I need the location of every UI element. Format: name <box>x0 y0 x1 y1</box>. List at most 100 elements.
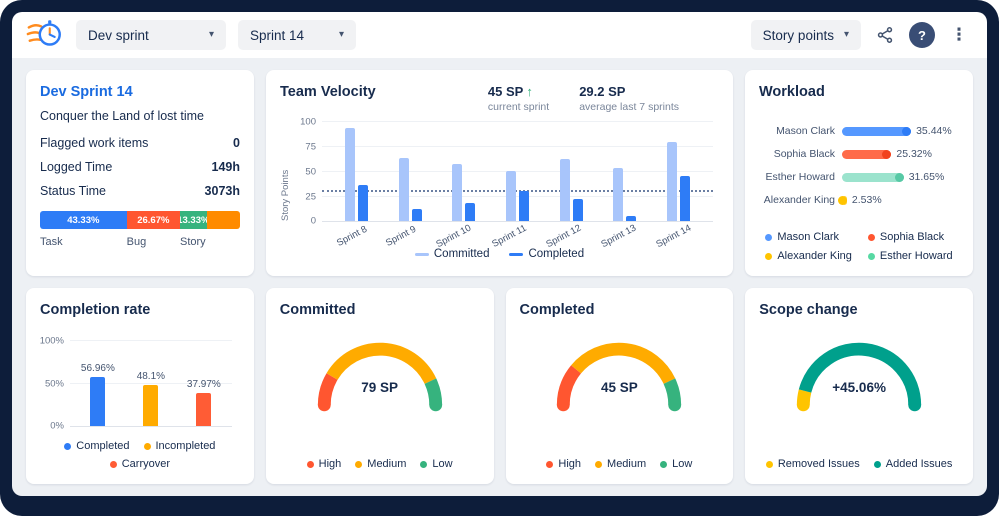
completion-bar-column: 56.96% <box>81 340 115 426</box>
workload-row: Mason Clark 35.44% <box>759 125 959 137</box>
issue-type-distribution: 43.33%26.67%13.33% Task Bug Story <box>40 211 240 248</box>
workload-track: 31.65% <box>842 171 959 183</box>
completed-bar <box>358 185 369 221</box>
legend-dot <box>546 460 554 468</box>
team-velocity-title: Team Velocity <box>280 84 376 100</box>
legend-label: High <box>558 458 582 470</box>
completion-bar-column: 37.97% <box>187 340 221 426</box>
scope-change-gauge: +45.06% <box>784 332 934 416</box>
legend-item: Completed <box>509 248 584 260</box>
legend-dot <box>64 442 72 450</box>
gridline: 50 <box>305 167 713 178</box>
workload-value: 35.44% <box>916 125 952 137</box>
workload-card: Workload Mason Clark 35.44% Sophia Black 25… <box>745 70 973 276</box>
scope-change-card: Scope change +45.06% Removed Issues Added… <box>745 288 973 484</box>
board-select[interactable]: Dev sprint ▾ <box>76 20 226 50</box>
topbar-actions: Story points ▾ ? ⋮ <box>750 20 973 50</box>
question-icon: ? <box>918 27 926 43</box>
workload-bar-cap <box>882 149 892 159</box>
legend-item: High <box>306 458 342 470</box>
legend-item: Medium <box>595 458 646 470</box>
dashboard-app: Dev sprint ▾ Sprint 14 ▾ Story points ▾ <box>12 12 987 496</box>
gridline: 50% <box>45 379 232 390</box>
legend-dot <box>595 460 603 468</box>
velocity-bar-group <box>613 121 637 221</box>
completed-legend: High Medium Low <box>520 458 720 470</box>
legend-item: Medium <box>355 458 406 470</box>
committed-bar <box>345 128 356 221</box>
legend-label: Low <box>672 458 693 470</box>
completed-bar <box>465 203 476 221</box>
velocity-bar-group <box>452 121 476 221</box>
committed-bar <box>613 168 624 221</box>
committed-value: 79 SP <box>361 380 399 395</box>
legend-marker <box>509 252 524 256</box>
completed-bar <box>679 176 690 221</box>
legend-item: Incompleted <box>143 440 216 452</box>
legend-label: Completed <box>76 440 130 452</box>
share-button[interactable] <box>871 21 899 49</box>
gauge-arc <box>317 342 442 412</box>
velocity-x-axis-labels: Sprint 8 Sprint 9 Sprint 10 Sprint 11 Sprint… <box>322 222 713 251</box>
legend-item: Mason Clark <box>765 231 852 243</box>
legend-label: Committed <box>433 248 490 260</box>
legend-dot <box>109 460 117 468</box>
workload-value: 25.32% <box>896 148 932 160</box>
y-tick-label: 100 <box>300 116 316 128</box>
y-tick-label: 50% <box>44 378 64 390</box>
distribution-segment: 13.33% <box>179 211 207 229</box>
gauge-segment <box>798 342 922 406</box>
stat-row: Logged Time 149h <box>40 155 240 179</box>
legend-label: Sophia Black <box>879 231 945 243</box>
assignee-name: Mason Clark <box>776 125 835 137</box>
distribution-label: Task <box>40 236 63 248</box>
scope-change-value: +45.06% <box>832 380 886 395</box>
completion-rate-legend: Completed Incompleted Carryover <box>40 440 240 470</box>
committed-card: Committed 79 SP High Medium Low <box>265 288 494 484</box>
workload-bar-cap <box>837 195 847 205</box>
completion-bar <box>196 393 212 426</box>
gauge-tip <box>317 398 331 412</box>
distribution-label: Story <box>179 236 206 248</box>
issue-distribution-bar: 43.33%26.67%13.33% <box>40 211 240 229</box>
average-stat: 29.2 SP average last 7 sprints <box>579 84 679 113</box>
team-velocity-header: Team Velocity 45 SP ↑ current sprint 29.2… <box>280 84 719 113</box>
gauge-tip <box>557 398 571 412</box>
sprint-goal: Conquer the Land of lost time <box>40 109 204 123</box>
workload-rows: Mason Clark 35.44% Sophia Black 25.32% Esthe… <box>759 114 959 217</box>
workload-row: Alexander King 2.53% <box>759 194 959 206</box>
committed-bar <box>666 142 677 221</box>
average-label: average last 7 sprints <box>579 101 679 113</box>
legend-label: Incompleted <box>155 440 216 452</box>
distribution-label <box>207 236 240 248</box>
chevron-down-icon: ▾ <box>338 29 344 40</box>
sprint-summary-stats: Flagged work items 0 Logged Time 149h Status… <box>40 131 240 203</box>
legend-label: Medium <box>367 458 407 470</box>
velocity-bar-group <box>505 121 529 221</box>
velocity-bar-group <box>398 121 422 221</box>
current-sprint-stat: 45 SP ↑ current sprint <box>488 84 549 113</box>
legend-dot <box>143 442 151 450</box>
bar-value-label: 37.97% <box>186 379 221 391</box>
chevron-down-icon: ▾ <box>208 29 214 40</box>
completed-gauge: 45 SP <box>544 332 694 416</box>
distribution-segment: 43.33% <box>40 211 127 229</box>
completed-bar <box>572 199 583 221</box>
current-sprint-value: 45 SP <box>487 84 524 99</box>
up-arrow-icon: ↑ <box>526 84 533 99</box>
completed-bar <box>626 216 637 221</box>
completion-bar <box>143 384 159 426</box>
help-button[interactable]: ? <box>909 22 935 48</box>
legend-label: High <box>318 458 342 470</box>
team-velocity-chart: Story Points 100 75 50 25 0 Sprint 8 Sprint 9… <box>280 117 719 251</box>
unit-select[interactable]: Story points ▾ <box>750 20 861 50</box>
legend-label: Completed <box>528 248 585 260</box>
workload-legend: Mason Clark Sophia Black Alexander King Est… <box>759 231 959 262</box>
more-button[interactable]: ⋮ <box>945 21 973 49</box>
share-icon <box>877 27 893 43</box>
workload-bar-cap <box>894 172 904 182</box>
team-velocity-card: Team Velocity 45 SP ↑ current sprint 29.2… <box>266 70 733 276</box>
sprint-select[interactable]: Sprint 14 ▾ <box>238 20 356 50</box>
dashboard-content: Dev Sprint 14 Conquer the Land of lost t… <box>12 58 987 496</box>
